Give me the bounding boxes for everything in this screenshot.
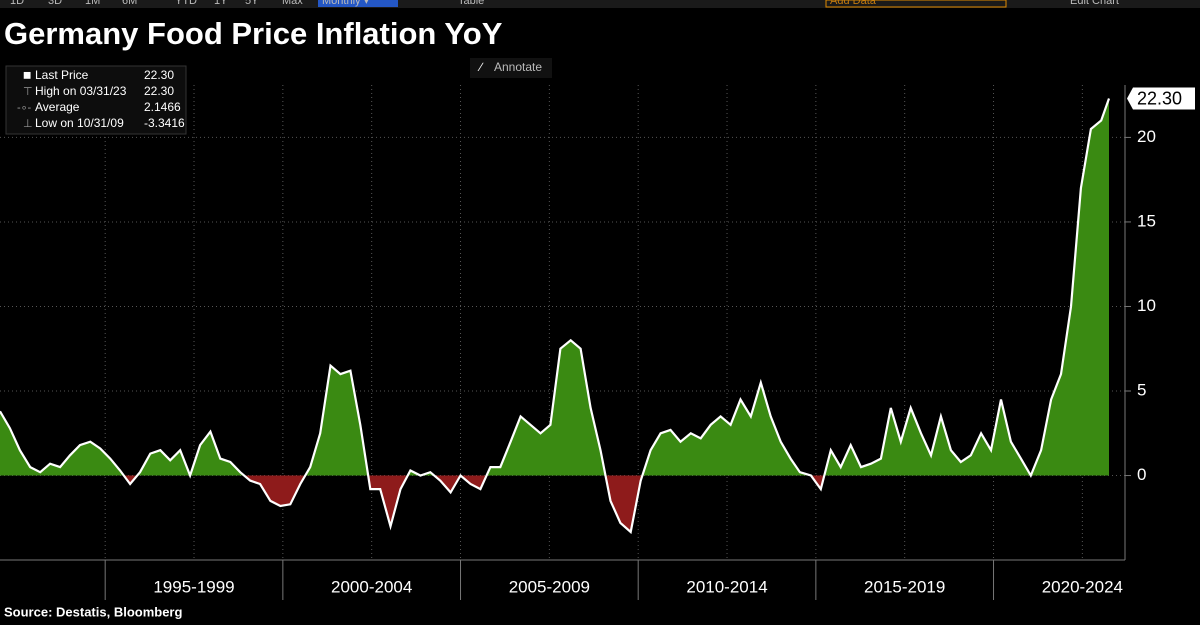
toolbar-item[interactable]: Edit Chart (1070, 0, 1119, 7)
annotate-button[interactable] (470, 58, 552, 78)
legend-icon: ■ (23, 67, 31, 83)
last-price-label: 22.30 (1137, 88, 1182, 108)
x-tick-label: 2005-2009 (509, 577, 590, 596)
line (0, 98, 1111, 535)
legend-box (5, 65, 187, 135)
legend-value: 2.1466 (144, 100, 181, 114)
last-price-pointer (1127, 87, 1195, 110)
plot: 1995-1999 2000-2004 2005-2009 2010-2014 2015… (0, 85, 1195, 600)
add-data-box (825, 0, 1007, 8)
legend-icon: -∘- (17, 102, 32, 114)
x-tick-label: 1995-1999 (153, 577, 234, 596)
y-tick-label: 0 (1137, 465, 1146, 484)
legend-icon: ⊥ (23, 118, 33, 130)
x-tick-label: 2015-2019 (864, 577, 945, 596)
toolbar-item[interactable]: 3D (48, 0, 62, 7)
toolbar-item[interactable]: Max (282, 0, 303, 7)
legend-value: -3.3416 (144, 116, 185, 130)
legend: ■ Last Price 22.30 ⊤ High on 03/31/23 22.30 -∘… (5, 65, 187, 135)
toolbar-active (318, 0, 398, 7)
legend-label: High on 03/31/23 (35, 84, 127, 98)
annotate-icon: ∕ (477, 60, 484, 74)
legend-label: Average (35, 100, 80, 114)
legend-value: 22.30 (144, 68, 174, 82)
x-tick-label: 2010-2014 (686, 577, 767, 596)
toolbar-item[interactable]: YTD (175, 0, 197, 7)
legend-label: Last Price (35, 68, 89, 82)
toolbar-item[interactable]: 5Y (245, 0, 259, 7)
legend-icon: ⊤ (23, 86, 33, 98)
toolbar-bg (0, 0, 1200, 8)
toolbar-item[interactable]: 1D (10, 0, 24, 7)
toolbar-item[interactable]: 6M (122, 0, 137, 7)
annotate-label[interactable]: Annotate (494, 60, 542, 74)
legend-value: 22.30 (144, 84, 174, 98)
y-tick-label: 5 (1137, 380, 1146, 399)
toolbar-item[interactable]: 1Y (214, 0, 228, 7)
toolbar-item[interactable]: 1M (85, 0, 100, 7)
toolbar: 1D 3D 1M 6M YTD 1Y 5Y Max Monthly ▾ Table Add Data… (0, 0, 1200, 8)
toolbar-item[interactable]: Monthly ▾ (322, 0, 370, 7)
area-negative (0, 475, 1109, 532)
x-tick-label: 2000-2004 (331, 577, 412, 596)
y-tick-label: 10 (1137, 296, 1156, 315)
y-tick-label: 15 (1137, 211, 1156, 230)
legend-label: Low on 10/31/09 (35, 116, 124, 130)
toolbar-item[interactable]: Table (458, 0, 484, 7)
y-tick-label: 20 (1137, 127, 1156, 146)
chart-title: Germany Food Price Inflation YoY (4, 16, 503, 51)
toolbar-item[interactable]: Add Data (830, 0, 877, 7)
source: Source: Destatis, Bloomberg (4, 604, 182, 619)
x-tick-label: 2020-2024 (1042, 577, 1123, 596)
